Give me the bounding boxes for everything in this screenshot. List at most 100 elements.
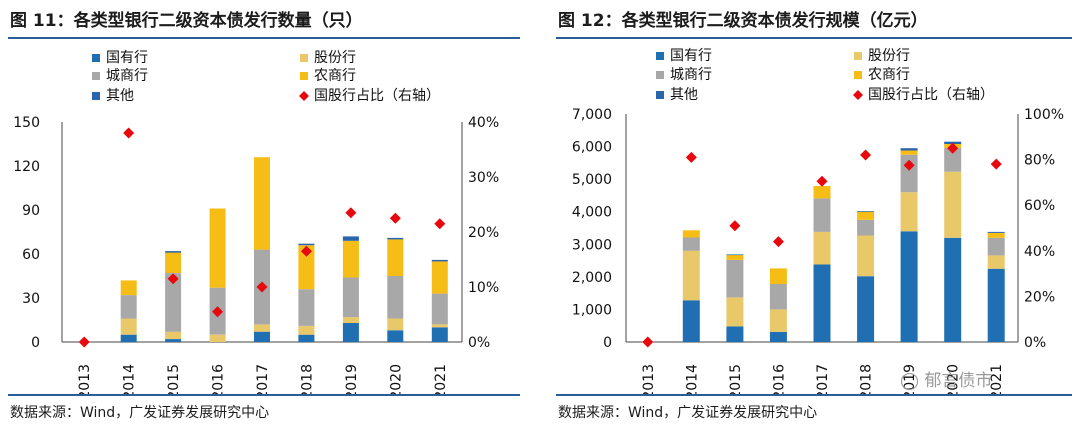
legend-label: 城商行 <box>106 68 148 84</box>
bar-segment-state-owned <box>120 334 137 342</box>
chart-title: 图 11：各类型银行二级资本债发行数量（只） <box>10 11 363 31</box>
x-axis-tick-label: 2014 <box>684 364 700 394</box>
bar-segment-state-owned <box>944 237 962 342</box>
legend-label: 其他 <box>106 88 134 104</box>
chart-issuance-count: 0 30 60 90 120 150 0% 10% 20% 30% 40% 2013 2014 2015 2… <box>13 50 499 394</box>
bar-segment-joint-stock <box>342 317 359 323</box>
share-marker-diamond <box>167 273 179 285</box>
wechat-watermark: ◯ 郁言债市 <box>900 366 992 391</box>
legend-swatch-share-marker <box>299 91 309 101</box>
bar-segment-rural-commercial <box>682 230 700 238</box>
x-axis-tick-label: 2017 <box>815 364 831 394</box>
y-axis-tick-label: 4,000 <box>572 205 612 221</box>
bar-segment-rural-commercial <box>209 208 226 288</box>
source-note: 数据来源：Wind，广发证券发展研究中心 <box>558 405 818 421</box>
y-axis-tick-label: 3,000 <box>572 237 612 253</box>
share-marker-diamond <box>256 281 268 293</box>
bar-segment-state-owned <box>857 276 875 342</box>
y2-axis-tick-label: 10% <box>468 280 499 296</box>
x-axis-tick-label: 2018 <box>859 364 875 394</box>
bar-segment-joint-stock <box>682 250 700 301</box>
legend-swatch-joint-stock <box>300 54 308 62</box>
x-axis-tick-label: 2020 <box>946 364 962 394</box>
x-axis-tick-label: 2013 <box>77 364 93 394</box>
share-marker-diamond <box>434 218 446 230</box>
bar-segment-rural-commercial <box>254 157 270 250</box>
bar-segment-joint-stock <box>857 235 875 277</box>
bar-segment-state-owned <box>431 327 448 342</box>
share-marker-diamond <box>772 236 784 248</box>
x-axis-tick-label: 2021 <box>433 364 449 394</box>
bar-segment-state-owned <box>813 264 831 342</box>
x-axis-tick-label: 2021 <box>989 364 1005 394</box>
bar-segment-state-owned <box>726 326 744 342</box>
bar-segment-rural-commercial <box>387 239 404 276</box>
share-marker-diamond <box>123 127 135 139</box>
chart-issuance-size: 0 1,000 2,000 3,000 4,000 5,000 6,000 7,000 0% 20… <box>572 48 1064 394</box>
bar-segment-state-owned <box>682 300 700 342</box>
legend-swatch-rural-commercial <box>300 72 308 80</box>
y2-axis-tick-label: 0% <box>468 335 490 351</box>
y-axis-tick-label: 6,000 <box>572 140 612 156</box>
bar-segment-city-commercial <box>857 219 875 236</box>
bar-segment-rural-commercial <box>769 268 787 284</box>
bar-segment-other <box>726 254 744 256</box>
bar-segment-state-owned <box>900 231 918 342</box>
bar-segment-joint-stock <box>987 255 1005 269</box>
share-marker-diamond <box>685 151 697 163</box>
y2-axis-tick-label: 20% <box>1024 289 1055 305</box>
share-marker-diamond <box>729 220 741 232</box>
legend-label: 国有行 <box>670 48 712 64</box>
x-axis-tick-label: 2017 <box>255 364 271 394</box>
bar-segment-joint-stock <box>813 231 831 265</box>
bar-segment-other <box>342 236 359 241</box>
bar-segment-rural-commercial <box>857 211 875 220</box>
y-axis-tick-label: 1,000 <box>572 302 612 318</box>
y2-axis-tick-label: 40% <box>468 115 499 131</box>
bar-segment-city-commercial <box>387 276 404 319</box>
bar-segment-rural-commercial <box>165 252 182 273</box>
y2-axis-tick-label: 40% <box>1024 244 1055 260</box>
y-axis-tick-label: 0 <box>603 335 612 351</box>
bar-segment-state-owned <box>254 331 270 342</box>
bar-segment-city-commercial <box>944 147 962 172</box>
bar-segment-other <box>298 243 315 246</box>
chat-bubble-icon: ◯ <box>900 371 920 391</box>
y-axis-tick-label: 0 <box>31 335 40 351</box>
bar-segment-rural-commercial <box>298 245 315 290</box>
chart-title: 图 12：各类型银行二级资本债发行规模（亿元） <box>558 11 928 31</box>
bar-segment-other <box>431 259 448 262</box>
y-axis-tick-label: 5,000 <box>572 172 612 188</box>
bar-segment-rural-commercial <box>342 240 359 278</box>
legend-swatch-city-commercial <box>656 71 664 79</box>
bar-segment-city-commercial <box>120 295 137 319</box>
y-axis-tick-label: 120 <box>13 159 40 175</box>
chart-panel-issuance-size: 图 12：各类型银行二级资本债发行规模（亿元） 0 1,000 2,000 3,000… <box>548 0 1080 429</box>
bar-segment-rural-commercial <box>120 280 137 296</box>
bar-segment-rural-commercial <box>813 186 831 199</box>
bar-segment-rural-commercial <box>987 232 1005 238</box>
bar-segment-joint-stock <box>769 309 787 332</box>
bar-segment-state-owned <box>165 339 182 342</box>
y2-axis-tick-label: 0% <box>1024 335 1046 351</box>
bar-segment-city-commercial <box>769 284 787 310</box>
footer-rule <box>8 394 520 396</box>
bar-segment-other <box>165 251 182 253</box>
y-axis-tick-label: 7,000 <box>572 107 612 123</box>
share-marker-diamond <box>947 142 959 154</box>
legend-label: 城商行 <box>670 67 712 83</box>
bar-segment-city-commercial <box>431 293 448 325</box>
bar-segment-joint-stock <box>431 324 448 328</box>
source-note: 数据来源：Wind，广发证券发展研究中心 <box>10 405 270 421</box>
legend-swatch-state-owned <box>656 52 664 60</box>
bar-segment-city-commercial <box>682 237 700 251</box>
y-axis-tick-label: 60 <box>22 247 40 263</box>
bar-segment-joint-stock <box>726 297 744 327</box>
legend-label: 农商行 <box>314 68 356 84</box>
x-axis-tick-label: 2013 <box>641 364 657 394</box>
y-axis-tick-label: 2,000 <box>572 270 612 286</box>
bar-segment-rural-commercial <box>431 261 448 294</box>
bar-segment-joint-stock <box>165 331 182 339</box>
y2-axis-tick-label: 80% <box>1024 153 1055 169</box>
title-rule <box>556 37 1072 39</box>
